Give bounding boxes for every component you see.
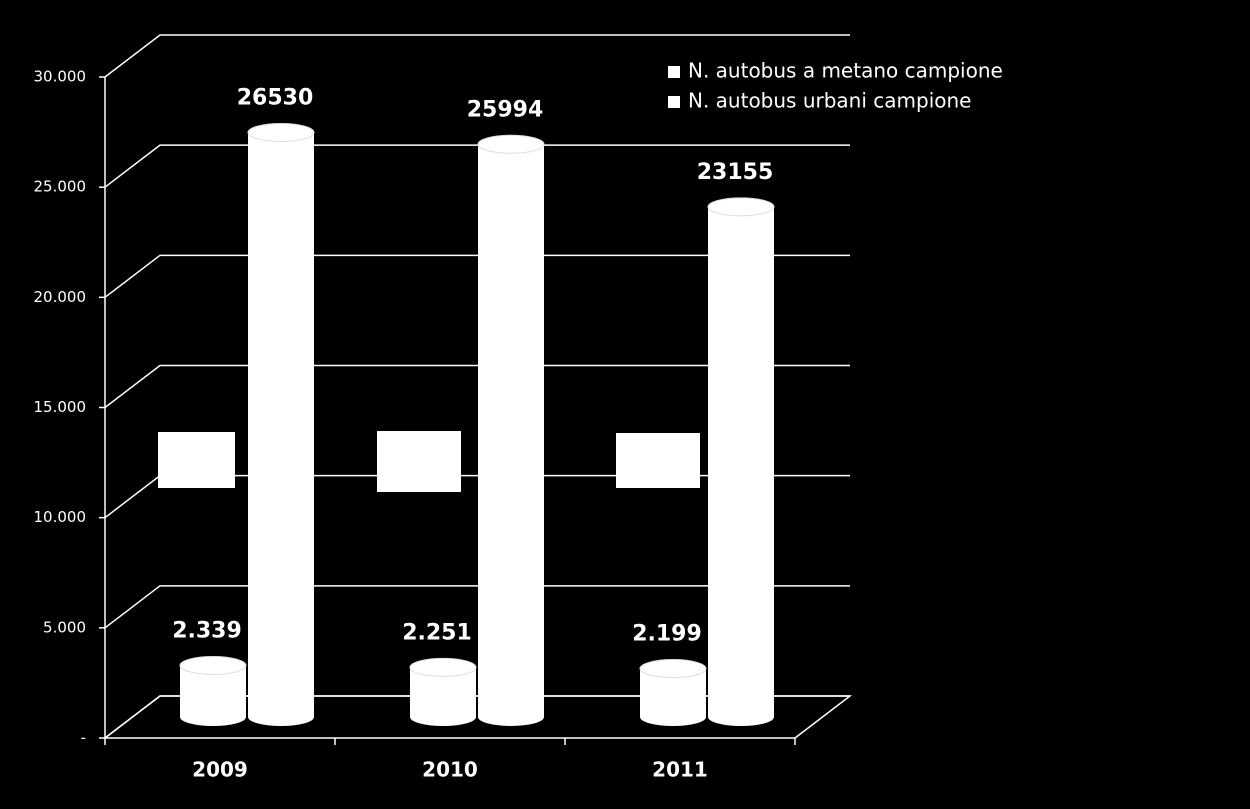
bar [708,197,774,726]
overlay-box [616,433,700,488]
bar-top [477,134,545,154]
bar-top [639,659,707,679]
value-label: 25994 [467,97,544,122]
grid-line [104,695,850,739]
y-tick-label: 25.000 [34,178,87,196]
bar-top [707,197,775,217]
x-tick-label: 2011 [652,758,708,782]
overlay-box [158,432,235,488]
y-tick-label: 5.000 [43,618,86,636]
bar-top [409,657,477,677]
grid-line [104,34,850,78]
y-tick-label: 15.000 [34,398,87,416]
y-tick-label: 10.000 [34,508,87,526]
overlay-box [377,431,461,492]
y-tick-label: 20.000 [34,288,87,306]
value-label: 23155 [697,160,774,185]
value-label: 2.339 [172,618,242,643]
legend-label: N. autobus urbani campione [688,89,971,113]
y-tick-label: 30.000 [34,68,87,86]
grid-line [104,254,850,298]
grid-line [104,585,850,629]
value-label: 2.199 [632,622,702,647]
bar [478,135,544,726]
bar-top [247,122,315,142]
grid-line [104,144,850,188]
bar [248,123,314,726]
bar [180,656,246,726]
bar-top [179,655,247,675]
x-tick-label: 2010 [422,758,478,782]
legend-marker [668,96,680,108]
x-tick-label: 2009 [192,758,248,782]
grid-line [104,364,850,409]
value-label: 2.251 [402,620,472,645]
y-tick-label: - [81,729,86,747]
legend-marker [668,66,680,78]
value-label: 26530 [237,85,314,110]
plot: - 5.000 10.000 15.000 20.000 25.000 30.000 2009… [34,34,853,782]
legend-label: N. autobus a metano campione [688,59,1003,83]
